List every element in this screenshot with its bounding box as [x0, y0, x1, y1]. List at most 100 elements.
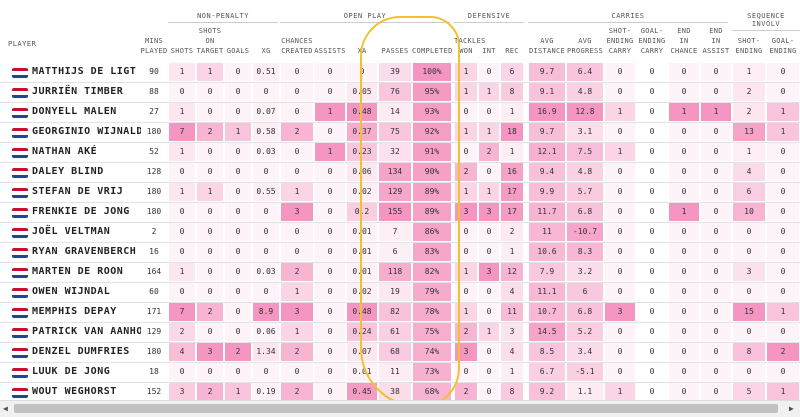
- horizontal-scrollbar[interactable]: ◀ ▶: [0, 400, 800, 417]
- player-name[interactable]: FRENKIE DE JONG: [32, 206, 130, 217]
- column-header-avg-distance[interactable]: AVG DISTANCE: [528, 37, 566, 55]
- cell-assists: 0: [315, 183, 345, 201]
- table-row[interactable]: MARTEN DE ROON 164 1 0 0 0.03 2 0 0.01 118 82% 1 3 12…: [0, 262, 800, 283]
- cell-shots-on-target: 0: [197, 143, 223, 161]
- player-name[interactable]: LUUK DE JONG: [32, 366, 111, 377]
- player-name[interactable]: GEORGINIO WIJNALDUM: [32, 126, 156, 137]
- table-row[interactable]: DALEY BLIND 128 0 0 0 0 0 0 0.06 134 90% 2 0 16 9.4 4.8…: [0, 162, 800, 183]
- cell-shots: 1: [169, 183, 195, 201]
- cell-end-in-assist: 0: [701, 223, 731, 241]
- cell-xg: 0: [253, 283, 279, 301]
- column-header-goals[interactable]: GOALS: [226, 47, 250, 55]
- column-header-end-in-chance[interactable]: END IN CHANCE: [670, 27, 698, 55]
- column-header-tackles-won[interactable]: TACKLES WON: [454, 37, 486, 55]
- cell-goal-ending-carry: 0: [637, 263, 667, 281]
- table-row[interactable]: PATRICK VAN AANHOLT 129 2 0 0 0.06 1 0 0.24 61 75%…: [0, 322, 800, 343]
- table-row[interactable]: DONYELL MALEN 27 1 0 0 0.07 0 1 0.48 14 93% 0 0 1 16.9…: [0, 102, 800, 123]
- player-name[interactable]: JURRIËN TIMBER: [32, 86, 124, 97]
- cell-xg: 0.51: [253, 63, 279, 81]
- player-name[interactable]: PATRICK VAN AANHOLT: [32, 326, 156, 337]
- column-header-avg-progress[interactable]: AVG PROGRESS: [566, 37, 604, 55]
- cell-avg-progress: 12.8: [567, 103, 603, 121]
- cell-avg-progress: 4.8: [567, 163, 603, 181]
- player-name[interactable]: DALEY BLIND: [32, 166, 104, 177]
- cell-chances-created: 2: [281, 343, 313, 361]
- player-name[interactable]: DONYELL MALEN: [32, 106, 117, 117]
- table-row[interactable]: NATHAN AKÉ 52 1 0 0 0.03 0 1 0.23 32 91% 0 2 1 12.1 7.5…: [0, 142, 800, 163]
- cell-avg-progress: 8.3: [567, 243, 603, 261]
- cell-xa: 0.02: [347, 283, 377, 301]
- player-name[interactable]: STEFAN DE VRIJ: [32, 186, 124, 197]
- table-row[interactable]: STEFAN DE VRIJ 180 1 1 0 0.55 1 0 0.02 129 89% 1 1 17…: [0, 182, 800, 203]
- table-row[interactable]: FRENKIE DE JONG 180 0 0 0 0 3 0 0.2 155 89% 3 3 17 11.…: [0, 202, 800, 223]
- column-header-int[interactable]: INT: [482, 47, 496, 55]
- cell-completed: 93%: [413, 103, 451, 121]
- cell-goal-ending-carry: 0: [637, 123, 667, 141]
- cell-goals: 0: [225, 263, 251, 281]
- cell-end-in-assist: 0: [701, 303, 731, 321]
- column-header-goal-ending-carry[interactable]: GOAL-ENDING CARRY: [638, 27, 666, 55]
- player-name[interactable]: DENZEL DUMFRIES: [32, 346, 130, 357]
- player-name[interactable]: RYAN GRAVENBERCH: [32, 246, 137, 257]
- column-header-shots[interactable]: SHOTS: [170, 47, 194, 55]
- scroll-left-icon[interactable]: ◀: [3, 404, 8, 413]
- cell-avg-distance: 14.5: [529, 323, 565, 341]
- player-name[interactable]: OWEN WIJNDAL: [32, 286, 111, 297]
- cell-int: 0: [479, 283, 499, 301]
- table-row[interactable]: OWEN WIJNDAL 60 0 0 0 0 1 0 0.02 19 79% 0 0 4 11.1 6 0 0 0…: [0, 282, 800, 303]
- scrollbar-thumb[interactable]: [14, 404, 778, 413]
- cell-tackles-won: 0: [455, 243, 477, 261]
- cell-goals: 1: [225, 123, 251, 141]
- player-name[interactable]: MARTEN DE ROON: [32, 266, 124, 277]
- cell-assists: 0: [315, 343, 345, 361]
- column-header-end-in-assist[interactable]: END IN ASSIST: [702, 27, 730, 55]
- cell-end-in-assist: 0: [701, 83, 731, 101]
- column-header-assists[interactable]: ASSISTS: [314, 47, 346, 55]
- cell-shots: 0: [169, 243, 195, 261]
- table-row[interactable]: DENZEL DUMFRIES 180 4 3 2 1.34 2 0 0.07 68 74% 3 0 4 8…: [0, 342, 800, 363]
- cell-shot-ending: 10: [733, 203, 765, 221]
- cell-chances-created: 1: [281, 183, 313, 201]
- column-header-mins-played[interactable]: MINS PLAYED: [140, 37, 168, 55]
- table-row[interactable]: MEMPHIS DEPAY 171 7 2 0 8.9 3 0 0.48 82 78% 1 0 11 10.…: [0, 302, 800, 323]
- column-header-rec[interactable]: REC: [505, 47, 519, 55]
- table-row[interactable]: WOUT WEGHORST 152 3 2 1 0.19 2 0 0.45 38 68% 2 0 8 9.2…: [0, 382, 800, 403]
- table-row[interactable]: RYAN GRAVENBERCH 16 0 0 0 0 0 0 0.01 6 83% 0 0 1 10.6 8…: [0, 242, 800, 263]
- column-header-shot-ending-carry[interactable]: SHOT-ENDING CARRY: [606, 27, 634, 55]
- player-name[interactable]: JOËL VELTMAN: [32, 226, 111, 237]
- table-row[interactable]: MATTHIJS DE LIGT 90 1 1 0 0.51 0 0 0 39 100% 1 0 6 9.7…: [0, 62, 800, 83]
- column-header-chances-created[interactable]: CHANCES CREATED: [281, 37, 313, 55]
- column-header-completed[interactable]: COMPLETED: [412, 47, 453, 55]
- column-header-xa[interactable]: XA: [357, 47, 367, 55]
- player-name[interactable]: NATHAN AKÉ: [32, 146, 98, 157]
- cell-mins-played: 171: [141, 303, 167, 321]
- player-name[interactable]: WOUT WEGHORST: [32, 386, 117, 397]
- cell-goals: 0: [225, 303, 251, 321]
- cell-avg-progress: 6.8: [567, 203, 603, 221]
- table-row[interactable]: LUUK DE JONG 18 0 0 0 0 0 0 0.01 11 73% 0 0 1 6.7 -5.1 0…: [0, 362, 800, 383]
- cell-goal-ending: 0: [767, 203, 799, 221]
- cell-shot-ending: 2: [733, 103, 765, 121]
- cell-completed: 91%: [413, 143, 451, 161]
- scroll-right-icon[interactable]: ▶: [789, 404, 794, 413]
- cell-tackles-won: 0: [455, 143, 477, 161]
- table-row[interactable]: JURRIËN TIMBER 88 0 0 0 0 0 0 0.05 76 95% 1 1 8 9.1 4.8…: [0, 82, 800, 103]
- cell-rec: 3: [501, 323, 523, 341]
- table-row[interactable]: GEORGINIO WIJNALDUM 180 7 2 1 0.58 2 0 0.37 75 92%…: [0, 122, 800, 143]
- cell-xa: 0.01: [347, 363, 377, 381]
- table-row[interactable]: JOËL VELTMAN 2 0 0 0 0 0 0 0.01 7 86% 0 0 2 11 -10.7 0 0 0…: [0, 222, 800, 243]
- cell-chances-created: 0: [281, 363, 313, 381]
- cell-mins-played: 180: [141, 203, 167, 221]
- column-header-goal-ending[interactable]: GOAL-ENDING: [769, 37, 797, 55]
- column-header-xg[interactable]: XG: [261, 47, 271, 55]
- cell-assists: 0: [315, 283, 345, 301]
- cell-passes: 6: [379, 243, 411, 261]
- player-name[interactable]: MATTHIJS DE LIGT: [32, 66, 137, 77]
- column-header-shot-ending[interactable]: SHOT-ENDING: [735, 37, 763, 55]
- column-header-shots-on-target[interactable]: SHOTS ON TARGET: [196, 27, 224, 55]
- cell-shots: 0: [169, 363, 195, 381]
- cell-end-in-assist: 0: [701, 63, 731, 81]
- column-header-passes[interactable]: PASSES: [381, 47, 409, 55]
- column-header-player[interactable]: PLAYER: [8, 40, 37, 48]
- player-name[interactable]: MEMPHIS DEPAY: [32, 306, 117, 317]
